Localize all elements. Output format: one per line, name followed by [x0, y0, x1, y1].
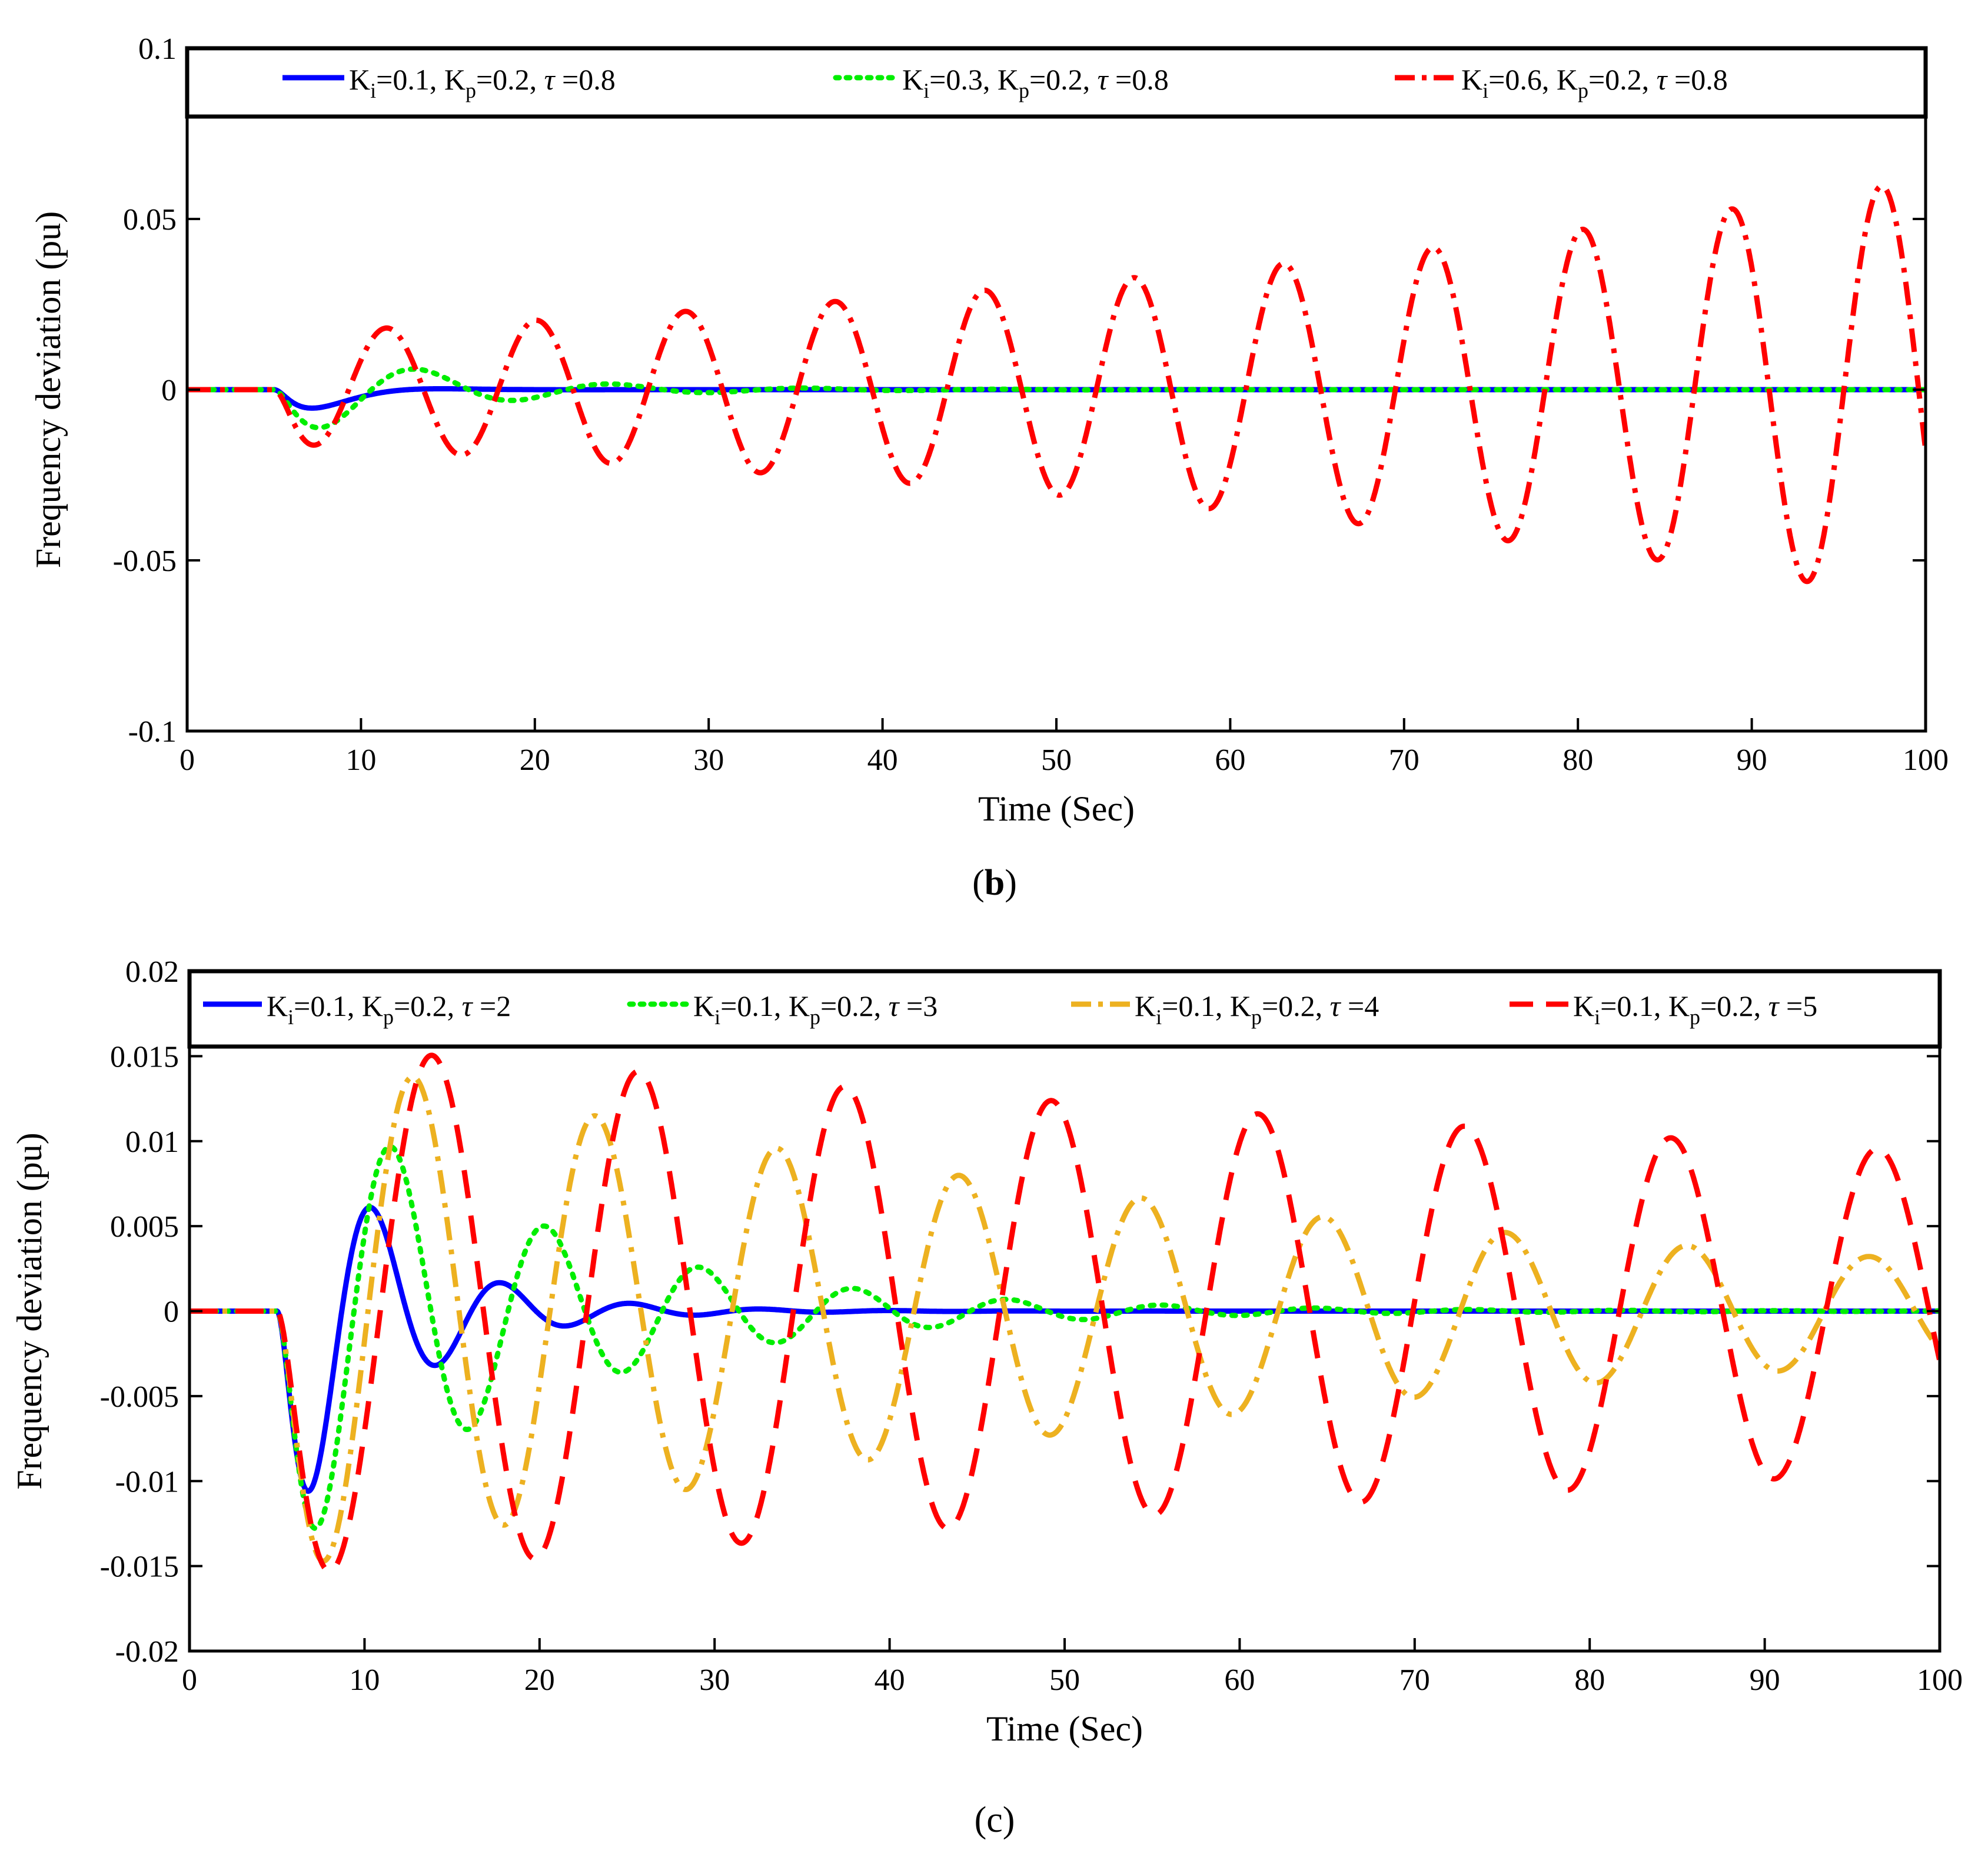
x-tick-label: 10: [345, 743, 376, 777]
y-axis-title: Frequency deviation (pu): [29, 211, 68, 568]
series-line-2: [187, 366, 1926, 430]
x-tick-label: 70: [1399, 1663, 1430, 1697]
y-tick-label: 0.02: [125, 955, 179, 989]
x-tick-label: 40: [867, 743, 898, 777]
x-axis-title: Time (Sec): [986, 1709, 1143, 1748]
legend-label-2: Ki=0.1, Kp=0.2, τ =3: [693, 989, 938, 1029]
x-tick-label: 90: [1750, 1663, 1780, 1697]
x-tick-label: 20: [524, 1663, 555, 1697]
series-line-2: [190, 1144, 1940, 1531]
y-tick-label: 0.005: [110, 1210, 179, 1244]
panel-caption: (b): [972, 863, 1017, 903]
panel-caption: (c): [975, 1800, 1015, 1840]
y-tick-label: -0.02: [115, 1635, 179, 1669]
chart-panel-c: 0 10 20 30 40 50 60 70 80 90 100 -0.02 -0.015 -0.01 -0…: [10, 955, 1963, 1840]
x-tick-label: 100: [1903, 743, 1949, 777]
x-tick-label: 30: [699, 1663, 730, 1697]
x-tick-label: 10: [349, 1663, 380, 1697]
x-tick-label: 80: [1574, 1663, 1605, 1697]
x-tick-label: 40: [875, 1663, 905, 1697]
y-tick-label: 0: [161, 374, 177, 407]
y-tick-label: -0.01: [115, 1465, 179, 1499]
legend-label-3: Ki=0.6, Kp=0.2, τ =0.8: [1461, 63, 1728, 102]
x-tick-label: 70: [1389, 743, 1419, 777]
y-tick-label: 0.01: [125, 1125, 179, 1159]
chart-panel-b: 0 10 20 30 40 50 60 70 80 90 100 -0.1 -0.05 0 0.05 0.1 T…: [29, 32, 1949, 903]
legend: Ki=0.1, Kp=0.2, τ =0.8 Ki=0.3, Kp=0.2, τ …: [185, 46, 1928, 119]
legend-label-1: Ki=0.1, Kp=0.2, τ =2: [267, 989, 511, 1029]
x-tick-label: 100: [1917, 1663, 1963, 1697]
legend: Ki=0.1, Kp=0.2, τ =2 Ki=0.1, Kp=0.2, τ =3…: [187, 969, 1942, 1049]
y-tick-label: 0.015: [110, 1040, 179, 1074]
x-tick-label: 50: [1041, 743, 1072, 777]
y-tick-label: -0.1: [128, 715, 177, 749]
y-tick-label: 0.05: [123, 203, 177, 237]
y-tick-label: -0.005: [100, 1380, 179, 1414]
x-tick-label: 0: [182, 1663, 197, 1697]
legend-label-4: Ki=0.1, Kp=0.2, τ =5: [1573, 989, 1817, 1029]
y-tick-label: -0.05: [113, 544, 177, 578]
legend-box: [187, 969, 1942, 1049]
x-tick-label: 80: [1563, 743, 1593, 777]
series-line-4: [190, 1052, 1940, 1574]
legend-label-3: Ki=0.1, Kp=0.2, τ =4: [1135, 989, 1379, 1029]
x-tick-label: 30: [693, 743, 724, 777]
x-tick-label: 0: [179, 743, 195, 777]
x-tick-label: 60: [1215, 743, 1245, 777]
x-tick-label: 60: [1224, 1663, 1255, 1697]
x-tick-label: 50: [1049, 1663, 1080, 1697]
legend-label-1: Ki=0.1, Kp=0.2, τ =0.8: [349, 63, 616, 102]
y-axis-title: Frequency deviation (pu): [10, 1132, 49, 1489]
legend-label-2: Ki=0.3, Kp=0.2, τ =0.8: [902, 63, 1169, 102]
x-tick-label: 90: [1737, 743, 1767, 777]
legend-box: [185, 46, 1928, 119]
x-tick-label: 20: [520, 743, 550, 777]
series-line-3: [187, 183, 1926, 584]
y-tick-label: 0: [164, 1296, 179, 1329]
x-axis-title: Time (Sec): [978, 789, 1135, 828]
series-line-3: [190, 1074, 1940, 1564]
y-tick-label: 0.1: [138, 32, 177, 66]
y-tick-label: -0.015: [100, 1550, 179, 1584]
